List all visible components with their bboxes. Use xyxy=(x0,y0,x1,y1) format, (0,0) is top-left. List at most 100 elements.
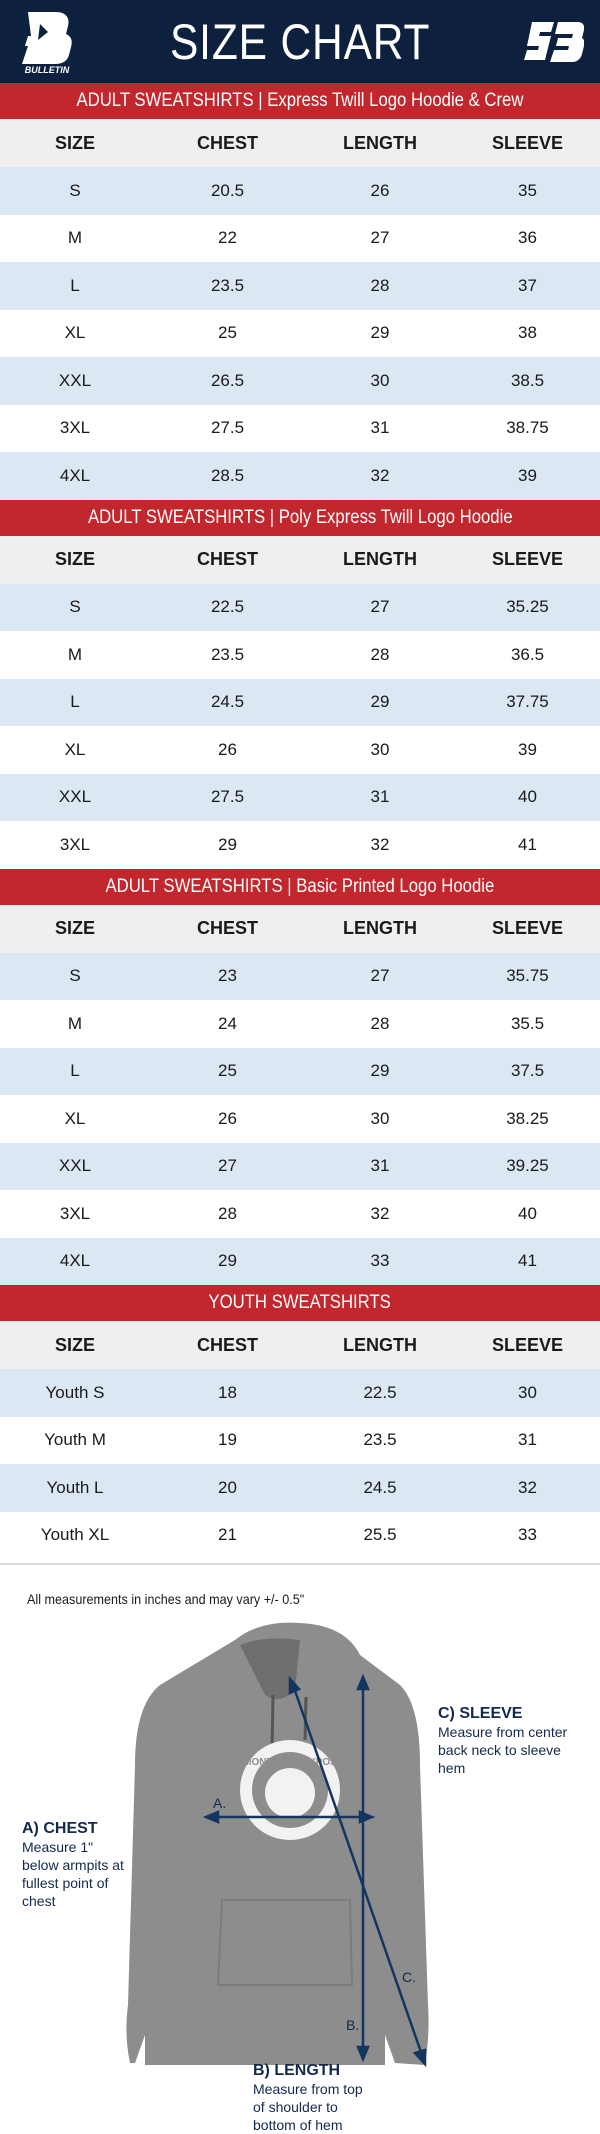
length-label: B) LENGTH Measure from top of shoulder to… xyxy=(253,2062,363,2134)
column-header: SLEEVE xyxy=(491,132,564,153)
table-cell: 27.5 xyxy=(210,787,245,807)
table-cell: S xyxy=(69,966,81,986)
column-header: LENGTH xyxy=(343,549,417,569)
table-cell: 40 xyxy=(518,1203,537,1223)
table-cell: XL xyxy=(64,323,86,343)
table-row: M 23.5 28 36.5 xyxy=(0,631,600,679)
table-cell: 3XL xyxy=(59,418,91,438)
table-cell: 38.25 xyxy=(506,1108,549,1128)
table-cell: 41 xyxy=(518,834,537,854)
table-row: L 24.5 29 37.75 xyxy=(0,678,600,726)
table-row: S 20.5 26 35 xyxy=(0,167,600,215)
table-cell: 28 xyxy=(370,644,390,664)
table-cell: 35.75 xyxy=(506,966,549,986)
column-header: CHEST xyxy=(196,1334,258,1355)
section-title-text: YOUTH SWEATSHIRTS xyxy=(208,1292,392,1313)
column-header: CHEST xyxy=(196,918,258,938)
table-cell: Youth S xyxy=(45,1382,105,1402)
table-cell: 27 xyxy=(370,228,390,248)
section-title: ADULT SWEATSHIRTS | Express Twill Logo H… xyxy=(0,83,600,119)
table-row: XXL 27 31 39.25 xyxy=(0,1142,600,1190)
table-cell: 28 xyxy=(218,1203,237,1223)
table-header: SIZE CHEST LENGTH SLEEVE xyxy=(0,535,600,584)
column-header: SLEEVE xyxy=(491,549,564,569)
table-cell: 25.5 xyxy=(363,1525,397,1545)
table-cell: 37 xyxy=(518,275,537,295)
table-cell: 24.5 xyxy=(210,692,245,712)
table-cell: 36.5 xyxy=(510,644,545,664)
table-row: XL 25 29 38 xyxy=(0,310,600,358)
table-cell: 27 xyxy=(370,966,390,986)
table-cell: M xyxy=(67,1013,83,1033)
table-cell: XL xyxy=(64,739,86,759)
svg-text:C.: C. xyxy=(402,1969,416,1985)
table-cell: 23.5 xyxy=(363,1430,397,1450)
table-cell: XXL xyxy=(58,787,92,807)
table-cell: 31 xyxy=(370,418,390,438)
table-cell: 28.5 xyxy=(210,465,245,485)
table-cell: 22.5 xyxy=(210,597,245,617)
table-cell: 23 xyxy=(218,966,237,986)
header: BULLETIN SIZE CHART xyxy=(0,0,600,83)
table-cell: 32 xyxy=(370,465,390,485)
svg-text:B.: B. xyxy=(346,2017,359,2033)
column-header: SIZE xyxy=(54,918,95,938)
column-header: SIZE xyxy=(54,1334,95,1355)
svg-text:BULLETIN: BULLETIN xyxy=(25,65,70,75)
table-row: 4XL 28.5 32 39 xyxy=(0,452,600,500)
table-cell: 22.5 xyxy=(363,1382,397,1402)
table-cell: 29 xyxy=(370,323,390,343)
table-cell: 27 xyxy=(218,1156,237,1176)
table-cell: 33 xyxy=(370,1251,390,1271)
table-cell: M xyxy=(67,228,83,248)
table-cell: 4XL xyxy=(59,1251,91,1271)
table-cell: 26 xyxy=(218,1108,237,1128)
table-cell: 41 xyxy=(518,1251,537,1271)
table-cell: Youth M xyxy=(44,1430,106,1450)
table-row: XXL 26.5 30 38.5 xyxy=(0,357,600,405)
table-cell: 22 xyxy=(218,228,237,248)
table-cell: 32 xyxy=(370,1203,390,1223)
table-cell: 30 xyxy=(370,370,390,390)
table-cell: 23.5 xyxy=(210,644,245,664)
table-row: M 22 27 36 xyxy=(0,215,600,263)
column-header: CHEST xyxy=(196,549,258,569)
measurement-note: All measurements in inches and may vary … xyxy=(27,1591,305,1607)
table-header: SIZE CHEST LENGTH SLEEVE xyxy=(0,119,600,167)
sleeve-desc: Measure from center back neck to sleeve … xyxy=(438,1724,568,1776)
table-cell: 39 xyxy=(518,739,537,759)
column-header: SIZE xyxy=(54,549,95,569)
table-cell: 20.5 xyxy=(210,180,245,200)
table-cell: 37.75 xyxy=(506,692,549,712)
table-cell: 3XL xyxy=(59,1203,91,1223)
table-cell: 26 xyxy=(370,180,390,200)
table-row: 4XL 29 33 41 xyxy=(0,1237,600,1285)
table-cell: Youth L xyxy=(46,1477,104,1497)
table-cell: 25 xyxy=(218,323,237,343)
table-cell: 31 xyxy=(518,1430,537,1450)
measurement-guide: All measurements in inches and may vary … xyxy=(0,1565,600,2133)
table-row: S 22.5 27 35.25 xyxy=(0,583,600,631)
table-cell: 29 xyxy=(370,1061,390,1081)
table-cell: 33 xyxy=(518,1525,537,1545)
table-cell: 29 xyxy=(218,1251,237,1271)
table-cell: 28 xyxy=(370,275,390,295)
bulletin-logo: BULLETIN xyxy=(22,12,72,75)
table-cell: 4XL xyxy=(59,465,91,485)
table-cell: 36 xyxy=(518,228,537,248)
table-cell: 40 xyxy=(518,787,537,807)
table-cell: 24.5 xyxy=(363,1477,397,1497)
table-row: 3XL 27.5 31 38.75 xyxy=(0,405,600,453)
table-cell: XL xyxy=(64,1108,86,1128)
svg-text:A.: A. xyxy=(213,1795,226,1811)
table-cell: Youth XL xyxy=(40,1525,110,1545)
table-cell: 32 xyxy=(370,834,390,854)
table-cell: XXL xyxy=(58,1156,92,1176)
table-cell: 39 xyxy=(518,465,537,485)
table-cell: 30 xyxy=(518,1382,537,1402)
table-header: SIZE CHEST LENGTH SLEEVE xyxy=(0,904,600,953)
table-row: L 23.5 28 37 xyxy=(0,262,600,310)
table-cell: 29 xyxy=(218,834,237,854)
table-cell: 39.25 xyxy=(506,1156,549,1176)
table-cell: 35.5 xyxy=(510,1013,545,1033)
